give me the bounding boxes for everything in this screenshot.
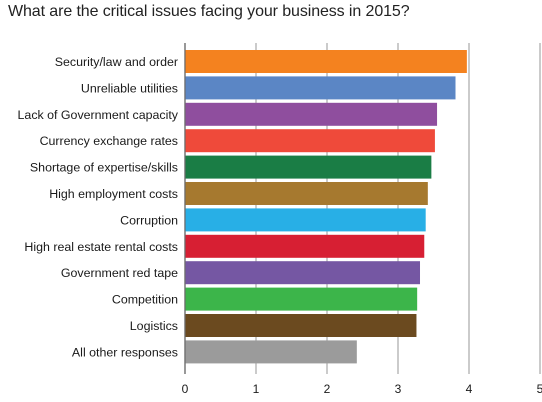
category-label-11: Logistics — [130, 319, 178, 333]
bar-4 — [185, 129, 435, 153]
category-label-7: Corruption — [120, 213, 178, 227]
bar-6 — [185, 182, 428, 205]
chart-title: What are the critical issues facing your… — [8, 3, 410, 20]
category-label-10: Competition — [112, 293, 178, 307]
category-labels: Security/law and order Unreliable utiliti… — [18, 55, 179, 359]
category-label-1: Security/law and order — [55, 55, 178, 69]
category-label-3: Lack of Government capacity — [18, 108, 179, 122]
bar-1 — [185, 50, 467, 73]
bar-8 — [185, 234, 425, 258]
category-label-2: Unreliable utilities — [81, 81, 178, 95]
x-tick-label-1: 1 — [253, 382, 260, 396]
category-label-6: High employment costs — [49, 187, 178, 201]
category-label-12: All other responses — [72, 345, 178, 359]
x-axis-ticks: 0 1 2 3 4 5 — [182, 382, 542, 396]
bars — [185, 50, 467, 364]
category-label-8: High real estate rental costs — [24, 240, 178, 254]
bar-3 — [185, 102, 438, 126]
bar-12 — [185, 340, 357, 364]
bar-7 — [185, 208, 426, 232]
bar-5 — [185, 155, 432, 179]
category-label-9: Government red tape — [61, 266, 178, 280]
x-tick-label-3: 3 — [395, 382, 402, 396]
category-label-5: Shortage of expertise/skills — [30, 161, 178, 175]
bar-11 — [185, 314, 417, 337]
bar-10 — [185, 287, 418, 311]
category-label-4: Currency exchange rates — [40, 134, 178, 148]
x-tick-label-0: 0 — [182, 382, 189, 396]
x-tick-label-5: 5 — [537, 382, 542, 396]
x-tick-label-2: 2 — [324, 382, 331, 396]
x-tick-label-4: 4 — [466, 382, 473, 396]
bar-9 — [185, 261, 421, 285]
bar-2 — [185, 76, 456, 100]
